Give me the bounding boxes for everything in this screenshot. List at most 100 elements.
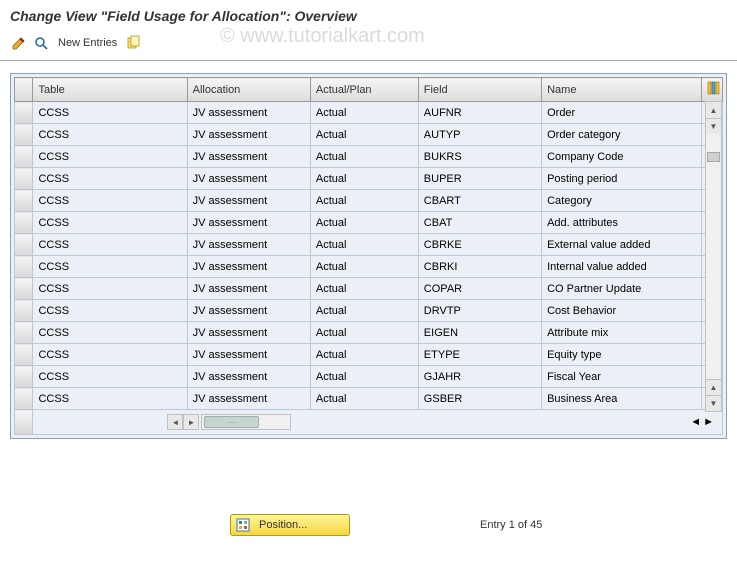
table-row[interactable]: CCSSJV assessmentActualCBRKIInternal val… [15,256,723,278]
cell-allocation[interactable]: JV assessment [187,212,310,234]
cell-table[interactable]: CCSS [33,102,187,124]
cell-table[interactable]: CCSS [33,366,187,388]
row-select-handle[interactable] [15,212,33,234]
hscroll-left-icon[interactable]: ◄ [167,414,183,430]
table-row[interactable]: CCSSJV assessmentActualGSBERBusiness Are… [15,388,723,410]
horizontal-scrollbar[interactable]: ◄ ► ··· [167,412,293,432]
vertical-scrollbar[interactable]: ▲ ▼ ▲ ▼ [705,101,722,412]
cell-table[interactable]: CCSS [33,190,187,212]
cell-field[interactable]: BUKRS [418,146,541,168]
cell-actual_plan[interactable]: Actual [310,256,418,278]
cell-name[interactable]: Order category [542,124,702,146]
cell-name[interactable]: Equity type [542,344,702,366]
new-entries-button[interactable]: New Entries [54,37,121,49]
row-select-handle[interactable] [15,344,33,366]
cell-allocation[interactable]: JV assessment [187,234,310,256]
position-button[interactable]: Position... [230,514,350,536]
header-configure-icon[interactable] [702,78,723,102]
cell-actual_plan[interactable]: Actual [310,146,418,168]
cell-field[interactable]: GJAHR [418,366,541,388]
table-row[interactable]: CCSSJV assessmentActualGJAHRFiscal Year [15,366,723,388]
cell-allocation[interactable]: JV assessment [187,278,310,300]
cell-table[interactable]: CCSS [33,322,187,344]
row-select-handle[interactable] [15,322,33,344]
cell-field[interactable]: BUPER [418,168,541,190]
cell-field[interactable]: CBRKE [418,234,541,256]
cell-name[interactable]: Company Code [542,146,702,168]
cell-actual_plan[interactable]: Actual [310,212,418,234]
cell-actual_plan[interactable]: Actual [310,278,418,300]
row-select-handle[interactable] [15,278,33,300]
table-row[interactable]: CCSSJV assessmentActualEIGENAttribute mi… [15,322,723,344]
row-select-handle[interactable] [15,190,33,212]
cell-name[interactable]: CO Partner Update [542,278,702,300]
cell-table[interactable]: CCSS [33,388,187,410]
cell-field[interactable]: CBRKI [418,256,541,278]
row-select-handle[interactable] [15,102,33,124]
cell-allocation[interactable]: JV assessment [187,388,310,410]
table-row[interactable]: CCSSJV assessmentActualCOPARCO Partner U… [15,278,723,300]
cell-table[interactable]: CCSS [33,124,187,146]
copy-as-icon[interactable] [125,34,143,52]
row-select-handle[interactable] [15,256,33,278]
cell-actual_plan[interactable]: Actual [310,124,418,146]
cell-allocation[interactable]: JV assessment [187,300,310,322]
cell-field[interactable]: ETYPE [418,344,541,366]
vscroll-up-icon[interactable]: ▲ [706,102,721,118]
cell-name[interactable]: Order [542,102,702,124]
hscroll-track[interactable]: ··· [201,414,291,430]
select-view-icon[interactable] [32,34,50,52]
cell-actual_plan[interactable]: Actual [310,322,418,344]
cell-name[interactable]: Category [542,190,702,212]
table-row[interactable]: CCSSJV assessmentActualAUTYPOrder catego… [15,124,723,146]
cell-allocation[interactable]: JV assessment [187,124,310,146]
row-select-handle[interactable] [15,234,33,256]
cell-actual_plan[interactable]: Actual [310,234,418,256]
cell-name[interactable]: Cost Behavior [542,300,702,322]
table-row[interactable]: CCSSJV assessmentActualDRVTPCost Behavio… [15,300,723,322]
hscroll-thumb[interactable]: ··· [204,416,259,428]
cell-table[interactable]: CCSS [33,146,187,168]
cell-allocation[interactable]: JV assessment [187,168,310,190]
cell-field[interactable]: CBAT [418,212,541,234]
cell-table[interactable]: CCSS [33,256,187,278]
cell-table[interactable]: CCSS [33,300,187,322]
row-select-handle[interactable] [15,168,33,190]
header-actual-plan[interactable]: Actual/Plan [310,78,418,102]
table-row[interactable]: CCSSJV assessmentActualBUKRSCompany Code [15,146,723,168]
cell-field[interactable]: DRVTP [418,300,541,322]
cell-field[interactable]: COPAR [418,278,541,300]
vscroll-page-down-icon[interactable]: ▼ [706,395,721,411]
vscroll-page-up-icon[interactable]: ▲ [706,379,721,395]
cell-table[interactable]: CCSS [33,168,187,190]
cell-table[interactable]: CCSS [33,278,187,300]
hscroll-right-icon[interactable]: ► [183,414,199,430]
cell-allocation[interactable]: JV assessment [187,344,310,366]
row-select-handle[interactable] [15,146,33,168]
vscroll-thumb[interactable] [707,152,720,162]
cell-name[interactable]: Add. attributes [542,212,702,234]
cell-allocation[interactable]: JV assessment [187,256,310,278]
table-row[interactable]: CCSSJV assessmentActualCBRKEExternal val… [15,234,723,256]
hscroll-end-right-icon[interactable]: ► [703,416,714,428]
cell-allocation[interactable]: JV assessment [187,366,310,388]
row-select-handle[interactable] [15,300,33,322]
cell-allocation[interactable]: JV assessment [187,146,310,168]
cell-allocation[interactable]: JV assessment [187,190,310,212]
cell-field[interactable]: GSBER [418,388,541,410]
row-select-handle[interactable] [15,366,33,388]
cell-table[interactable]: CCSS [33,344,187,366]
cell-field[interactable]: AUFNR [418,102,541,124]
cell-name[interactable]: Business Area [542,388,702,410]
cell-name[interactable]: External value added [542,234,702,256]
cell-field[interactable]: EIGEN [418,322,541,344]
cell-actual_plan[interactable]: Actual [310,388,418,410]
header-table[interactable]: Table [33,78,187,102]
table-row[interactable]: CCSSJV assessmentActualAUFNROrder [15,102,723,124]
row-select-handle[interactable] [15,124,33,146]
row-select-handle[interactable] [15,388,33,410]
table-row[interactable]: CCSSJV assessmentActualCBARTCategory [15,190,723,212]
cell-table[interactable]: CCSS [33,234,187,256]
cell-allocation[interactable]: JV assessment [187,102,310,124]
cell-name[interactable]: Internal value added [542,256,702,278]
